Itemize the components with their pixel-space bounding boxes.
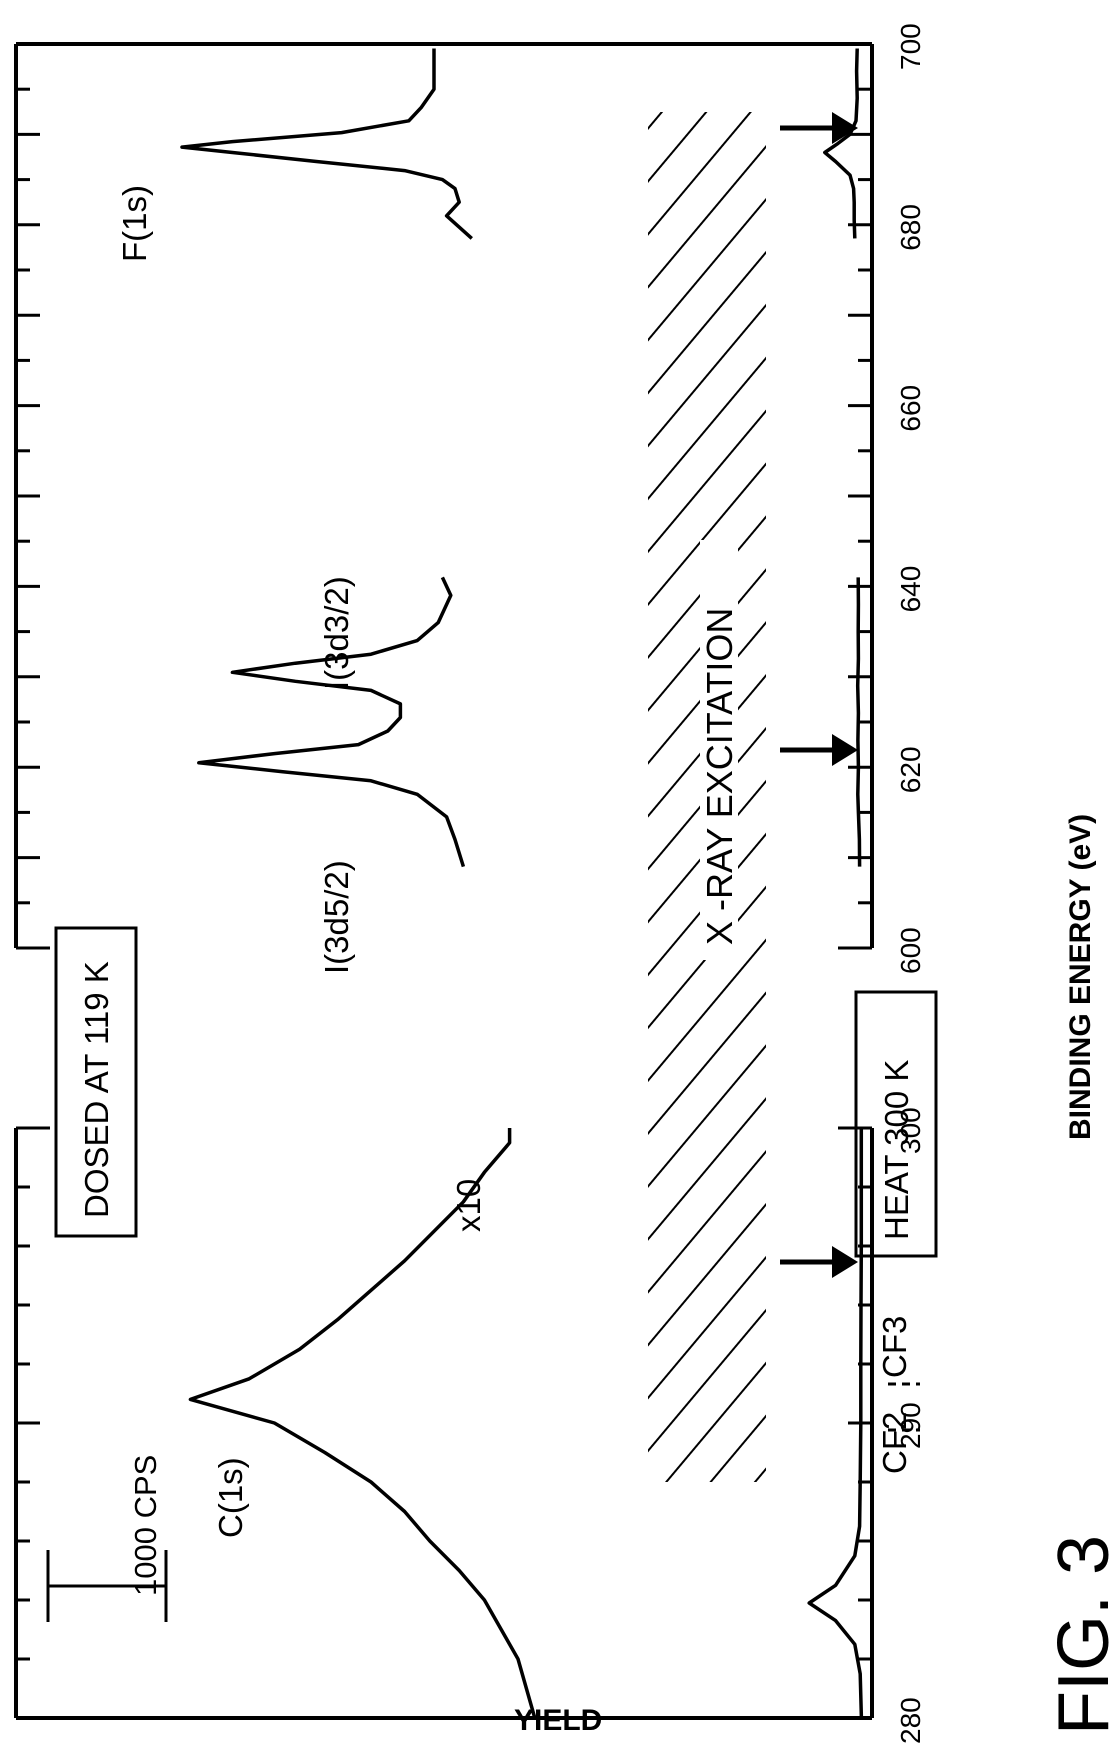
- tick-label: 640: [895, 566, 926, 613]
- arrow-icon: [780, 112, 858, 144]
- dosed-box: DOSED AT 119 K: [54, 926, 138, 1238]
- scale-bar-label: 1000 CPS: [128, 1455, 163, 1596]
- x10-label: x10: [450, 1179, 487, 1232]
- dosed-label: DOSED AT 119 K: [78, 961, 115, 1218]
- series-heated_c1s: [807, 1128, 864, 1719]
- y-axis-title: YIELD: [514, 1704, 602, 1737]
- tick-label: 660: [895, 385, 926, 432]
- cf2-label: CF2: [876, 1412, 913, 1474]
- tick-label: 700: [895, 23, 926, 70]
- heat-box: HEAT 300 K: [854, 990, 938, 1258]
- tick-label: 680: [895, 204, 926, 251]
- series-heated_i3d: [855, 577, 862, 867]
- i-3d32-label: I(3d3/2): [318, 576, 355, 690]
- tick-label: 620: [895, 746, 926, 793]
- heat-arrows: [780, 112, 858, 1278]
- series-heated_f1s: [823, 48, 859, 239]
- xray-excitation-band: X -RAY EXCITATION: [648, 112, 766, 1482]
- tick-label: 290: [895, 1402, 926, 1449]
- x-axis-title: BINDING ENERGY (eV): [1064, 814, 1097, 1140]
- tick-label: 600: [895, 927, 926, 974]
- series-dosed_f1s: [180, 48, 473, 240]
- tick-label: 280: [895, 1697, 926, 1744]
- figure-label: FIG. 3: [1044, 1535, 1116, 1735]
- heat-label: HEAT 300 K: [878, 1060, 915, 1240]
- tick-label: 300: [895, 1107, 926, 1154]
- f1s-label: F(1s): [116, 185, 153, 262]
- i-3d52-label: I(3d5/2): [318, 860, 355, 974]
- xray-excitation-label: X -RAY EXCITATION: [699, 608, 740, 945]
- series-dosed_i3d: [197, 576, 466, 868]
- arrow-icon: [780, 734, 858, 766]
- scale-bar: 1000 CPS: [46, 1455, 168, 1622]
- spectra-curves: [180, 48, 864, 1719]
- c1s-label: C(1s): [212, 1457, 249, 1538]
- arrow-icon: [780, 1246, 858, 1278]
- series-dosed_c1s: [188, 1128, 537, 1719]
- cf3-label: CF3: [876, 1316, 913, 1378]
